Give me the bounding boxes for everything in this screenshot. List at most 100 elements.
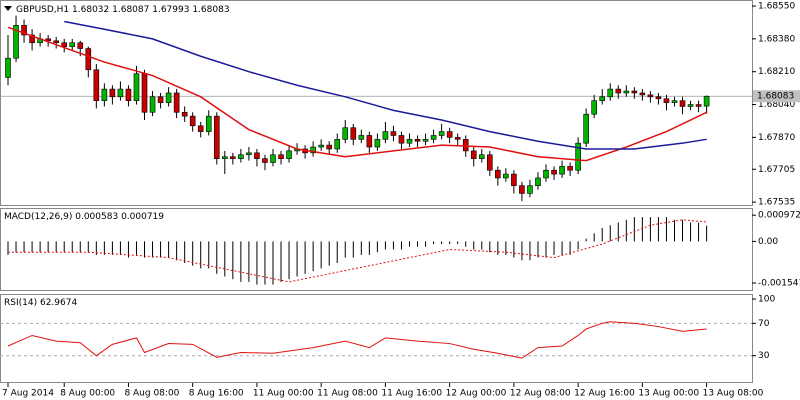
candle-body [414, 139, 421, 142]
candle-body [470, 150, 477, 159]
candle-body [230, 156, 236, 159]
candle-body [133, 73, 140, 101]
x-tick-label: 11 Aug 00:00 [253, 389, 314, 399]
moving-average [64, 20, 707, 150]
candle-body [535, 177, 541, 186]
macd-title: MACD(12,26,9) 0.000583 0.000719 [4, 212, 164, 222]
candle-body [213, 115, 220, 159]
x-tick-label: 11 Aug 16:00 [381, 389, 442, 399]
y-tick-label: 30 [758, 351, 770, 361]
candle-body [5, 57, 11, 78]
macd-name: MACD(12,26,9) [4, 212, 72, 222]
x-tick-label: 8 Aug 08:00 [124, 389, 179, 399]
candle-body [503, 173, 509, 179]
x-tick-label: 8 Aug 16:00 [189, 389, 244, 399]
candle-body [607, 88, 614, 98]
candle-body [286, 150, 292, 159]
candle-body [254, 152, 260, 159]
candle-body [238, 154, 244, 159]
price-title: GBPUSD,H1 1.68032 1.68087 1.67993 1.6808… [16, 5, 230, 15]
y-tick-label: 1.68210 [758, 67, 795, 77]
candle-body [173, 92, 180, 113]
candle-body [551, 169, 557, 175]
candle-body [262, 158, 268, 163]
y-tick-label: 1.68380 [758, 34, 795, 44]
candle-body [390, 131, 397, 136]
x-tick-label: 12 Aug 00:00 [446, 389, 507, 399]
signal-line [8, 219, 707, 283]
candle-body [61, 42, 68, 47]
candle-body [350, 127, 357, 140]
rsi-panel [0, 294, 753, 383]
candle-body [366, 135, 373, 148]
y-tick-label: 1.68040 [758, 100, 795, 110]
rsi-name: RSI(14) [4, 298, 37, 308]
candle-body [543, 169, 549, 179]
x-tick-label: 8 Aug 00:00 [60, 389, 115, 399]
candle-body [615, 88, 622, 94]
candle-body [93, 69, 100, 101]
high: 1.68087 [112, 5, 149, 15]
candle-body [326, 144, 333, 150]
candle-body [631, 90, 638, 94]
candle-body [583, 113, 589, 144]
x-tick-label: 7 Aug 2014 [2, 389, 54, 399]
x-tick-label: 13 Aug 08:00 [703, 389, 764, 399]
candle-body [222, 156, 228, 159]
candle-body [422, 139, 429, 142]
x-tick-label: 13 Aug 00:00 [638, 389, 699, 399]
candle-body [663, 98, 670, 103]
candle-body [374, 139, 381, 148]
candle-body [591, 100, 597, 115]
y-tick-label: 0.000972 [758, 211, 800, 221]
rsi-value: 62.9674 [40, 298, 77, 308]
y-tick-label: -0.001541 [758, 279, 800, 289]
last-price-label: 1.68083 [757, 92, 794, 102]
moving-average [7, 26, 707, 162]
candle-body [189, 115, 196, 127]
candle-body [197, 125, 204, 132]
candle-body [125, 88, 132, 101]
candle-body [559, 166, 565, 175]
y-tick-label: 1.67705 [758, 165, 795, 175]
candle-body [334, 139, 341, 150]
candle-body [527, 185, 533, 194]
y-tick-label: 1.67535 [758, 198, 795, 208]
candle-body [495, 169, 501, 179]
macd-panel [0, 208, 753, 291]
candle-body [85, 48, 92, 71]
candle-body [446, 131, 453, 138]
candle-body [205, 115, 212, 132]
signal-value: 0.000719 [121, 212, 164, 222]
candle-body [342, 127, 349, 140]
candle-body [671, 100, 678, 103]
open: 1.68032 [72, 5, 109, 15]
candle-body [109, 88, 116, 98]
candle-body [599, 96, 606, 101]
candle-body [406, 139, 413, 144]
candle-body [69, 42, 76, 47]
candle-body [486, 154, 493, 171]
x-tick-label: 12 Aug 16:00 [574, 389, 635, 399]
candle-body [165, 92, 172, 103]
candle-body [703, 95, 710, 107]
last-price-box [753, 90, 800, 103]
candle-body [454, 137, 461, 140]
y-tick-label: 70 [758, 319, 770, 329]
candle-body [647, 94, 654, 98]
candle-body [687, 104, 694, 107]
candle-body [511, 173, 517, 186]
candle-body [278, 154, 284, 159]
candle-body [181, 111, 188, 117]
candle-body [246, 152, 252, 156]
candle-body [398, 135, 405, 144]
candle-body [519, 185, 525, 194]
rsi-line [7, 321, 707, 359]
candle-body [318, 144, 324, 148]
candle-body [117, 88, 124, 98]
candle-body [157, 96, 164, 103]
candle-body [29, 34, 35, 44]
candle-body [639, 92, 646, 96]
candle-body [358, 135, 365, 140]
candle-body [623, 90, 630, 94]
